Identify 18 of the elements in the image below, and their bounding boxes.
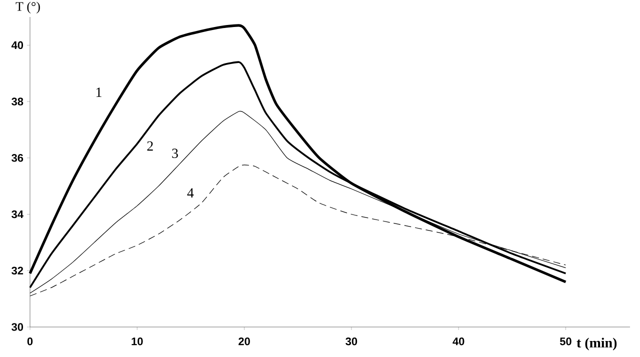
y-tick-label: 38 — [12, 98, 24, 106]
x-tick-label: 40 — [452, 338, 464, 346]
y-tick-label: 32 — [12, 266, 24, 275]
y-axis-title: T (°) — [16, 2, 40, 14]
series-label: 3 — [172, 148, 178, 158]
y-tick-label: 30 — [12, 323, 24, 331]
x-tick-label: 20 — [238, 338, 250, 346]
series-label: 1 — [96, 88, 102, 97]
x-tick-label: 0 — [27, 338, 33, 346]
series-label: 4 — [187, 188, 194, 198]
x-axis-title: t (min) — [576, 338, 617, 350]
series-label: 2 — [147, 141, 153, 151]
x-tick-label: 10 — [132, 338, 143, 346]
y-tick-label: 36 — [12, 154, 24, 162]
y-tick-label: 40 — [11, 41, 24, 50]
x-tick-label: 30 — [346, 338, 358, 346]
y-tick-label: 34 — [12, 210, 24, 218]
x-tick-label: 50 — [560, 338, 572, 346]
